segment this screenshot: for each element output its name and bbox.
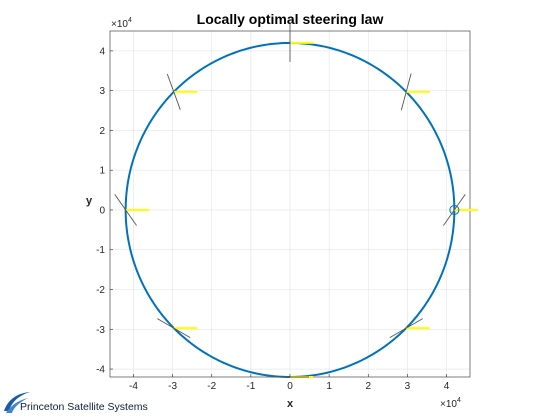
svg-text:×104: ×104 — [111, 17, 132, 30]
y-tick-label: -4 — [96, 365, 105, 376]
sail-marker — [389, 318, 430, 338]
x-exponent: ×104 — [440, 397, 461, 410]
marker-layer — [114, 23, 478, 378]
y-tick-label: -3 — [96, 325, 105, 336]
chart-title: Locally optimal steering law — [197, 11, 384, 27]
x-tick-label: 2 — [365, 381, 371, 392]
x-tick-label: 4 — [444, 381, 450, 392]
sail-line — [400, 73, 412, 111]
grid — [110, 31, 470, 377]
sail-line — [443, 194, 466, 226]
sail-marker — [400, 73, 430, 111]
y-tick-label: -2 — [96, 285, 105, 296]
sail-marker — [443, 194, 478, 226]
y-tick-label: 0 — [99, 205, 105, 216]
y-tick-label: 3 — [99, 86, 105, 97]
sail-marker — [114, 194, 150, 226]
sail-line — [389, 318, 423, 338]
x-tick-label: -2 — [207, 381, 216, 392]
sail-marker — [157, 318, 198, 338]
y-tick-label: 4 — [99, 46, 105, 57]
x-tick-label: 0 — [287, 381, 293, 392]
y-tick-label: -1 — [96, 245, 105, 256]
y-tick-label: 2 — [99, 126, 105, 137]
x-tick-label: -1 — [246, 381, 255, 392]
company-name: Princeton Satellite Systems — [20, 401, 148, 413]
x-tick-label: -4 — [129, 381, 138, 392]
y-tick-label: 1 — [99, 166, 105, 177]
tick-layer: -4 -3 -2 -1 0 1 2 3 4 -4 -3 -2 -1 0 1 2 3 4 — [96, 46, 450, 392]
start-circle — [449, 204, 460, 215]
x-tick-label: 3 — [405, 381, 411, 392]
pss-swoosh-icon — [4, 392, 30, 413]
y-exponent: ×104 — [111, 17, 132, 30]
x-tick-label: -3 — [168, 381, 177, 392]
sail-line — [157, 318, 191, 338]
x-axis-label: x — [287, 398, 294, 410]
sail-line — [114, 194, 137, 226]
sail-marker — [289, 23, 314, 62]
brand-logo-block: Princeton Satellite Systems — [2, 389, 152, 417]
x-tick-label: 1 — [326, 381, 332, 392]
svg-text:×104: ×104 — [440, 397, 461, 410]
y-axis-label: y — [86, 195, 93, 207]
sail-marker — [166, 73, 198, 110]
sail-line — [166, 73, 181, 110]
